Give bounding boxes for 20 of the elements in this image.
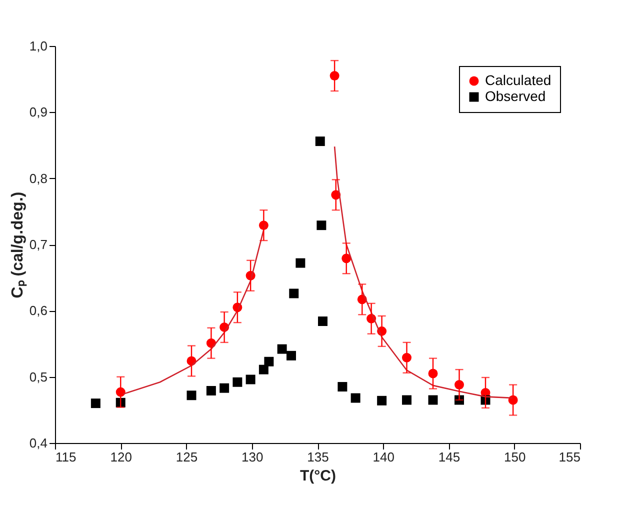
x-tick-label: 150: [504, 450, 526, 464]
x-tick-label: 115: [56, 450, 76, 464]
x-axis-title: T(°C): [300, 468, 336, 484]
x-tick-label: 135: [307, 450, 329, 464]
x-tick-label: 155: [558, 450, 580, 464]
y-tick-label: 0,4: [29, 436, 48, 450]
legend-label: Observed: [485, 88, 546, 104]
x-tick-label: 130: [242, 450, 264, 464]
y-axis-title: Cₚ (cal/g.deg.): [9, 192, 28, 298]
x-tick-label: 140: [372, 450, 394, 464]
y-tick-label: 0,6: [29, 303, 48, 318]
y-tick-label: 0,8: [29, 170, 48, 186]
legend-label: Calculated: [485, 72, 552, 88]
x-tick-label: 120: [110, 450, 132, 464]
y-tick-label: 0,5: [29, 369, 48, 384]
y-tick-label: 1,0: [29, 38, 48, 54]
y-tick-label: 0,7: [29, 237, 48, 252]
x-tick-label: 125: [176, 450, 198, 464]
y-tick-label: 0,9: [29, 104, 48, 120]
x-tick-label: 145: [438, 450, 460, 464]
